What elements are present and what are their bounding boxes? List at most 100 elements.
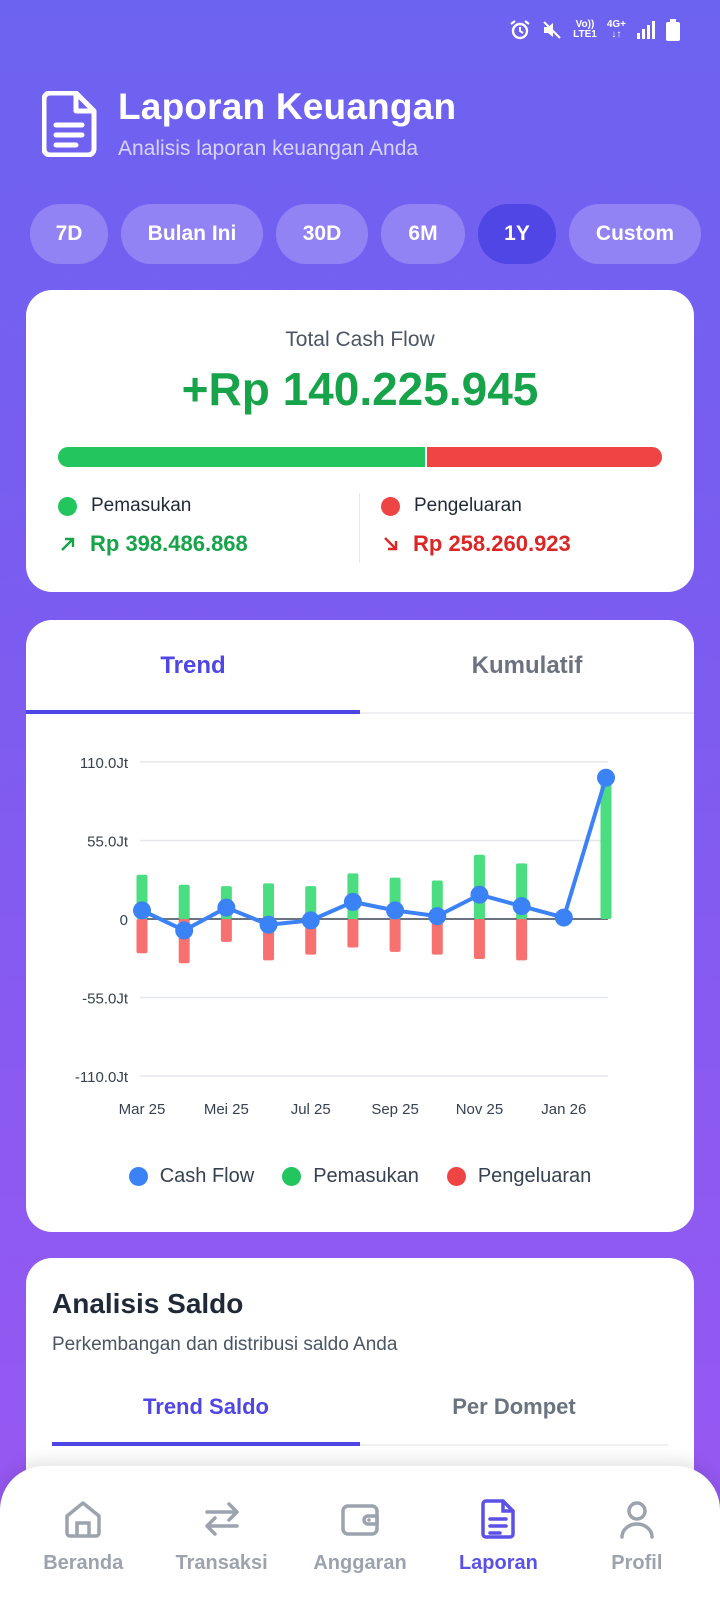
cash-flow-point bbox=[343, 892, 362, 911]
nav-transaksi[interactable]: Transaksi bbox=[152, 1466, 290, 1600]
legend-cash-flow-dot bbox=[128, 1167, 148, 1186]
alarm-icon bbox=[509, 19, 531, 41]
tab-kumulatif[interactable]: Kumulatif bbox=[471, 652, 583, 679]
mute-icon bbox=[541, 19, 563, 41]
income-bar bbox=[263, 883, 275, 919]
x-tick-label: Jan 26 bbox=[541, 1101, 586, 1118]
cash-flow-point bbox=[386, 901, 405, 920]
x-tick-label: Sep 25 bbox=[371, 1101, 419, 1118]
y-tick-label: 0 bbox=[120, 912, 128, 929]
legend-cash-flow[interactable]: Cash Flow bbox=[128, 1165, 254, 1188]
legend-pengeluaran-label: Pengeluaran bbox=[477, 1165, 592, 1187]
chart-card: Trend Kumulatif 110.0Jt 55.0Jt 0 -55.0Jt -11… bbox=[26, 620, 694, 1232]
cash-flow-point bbox=[217, 898, 236, 917]
period-filter: 7D Bulan Ini 30D 6M 1Y Custom bbox=[30, 204, 701, 264]
expense-bar bbox=[473, 919, 485, 959]
saldo-tabs: Trend Saldo Per Dompet bbox=[52, 1370, 668, 1446]
signal-icon bbox=[636, 20, 656, 40]
chip-6m[interactable]: 6M bbox=[381, 204, 465, 264]
document-icon bbox=[42, 91, 97, 157]
x-tick-label: Mar 25 bbox=[119, 1101, 166, 1118]
y-tick-label: -110.0Jt bbox=[75, 1069, 129, 1086]
chart-tabs: Trend Kumulatif bbox=[26, 620, 694, 714]
data-arrows-icon: ↓↑ bbox=[611, 29, 622, 40]
y-tick-label: -55.0Jt bbox=[82, 991, 129, 1008]
income-dot bbox=[58, 496, 77, 516]
chip-30d[interactable]: 30D bbox=[276, 204, 368, 264]
cash-flow-chart: 110.0Jt 55.0Jt 0 -55.0Jt -110.0Jt Mar 25 Mei 2… bbox=[75, 755, 615, 1118]
expense-bar bbox=[431, 919, 443, 955]
network-indicator: 4G+ ↓↑ bbox=[607, 20, 626, 40]
x-tick-label: Nov 25 bbox=[456, 1101, 504, 1118]
legend-pengeluaran-dot bbox=[446, 1167, 466, 1186]
chip-custom[interactable]: Custom bbox=[569, 204, 701, 264]
chip-7d[interactable]: 7D bbox=[30, 204, 108, 264]
tab-trend[interactable]: Trend bbox=[26, 620, 360, 714]
nav-anggaran-label: Anggaran bbox=[313, 1552, 407, 1574]
cash-flow-point bbox=[554, 908, 573, 927]
report-icon bbox=[481, 1499, 516, 1539]
tab-per-dompet[interactable]: Per Dompet bbox=[452, 1394, 576, 1419]
nav-laporan[interactable]: Laporan bbox=[429, 1466, 567, 1600]
summary-divider bbox=[359, 493, 360, 563]
cash-flow-point bbox=[175, 921, 194, 940]
income-label: Pemasukan bbox=[91, 495, 192, 516]
income-bar bbox=[178, 884, 190, 919]
battery-icon bbox=[666, 19, 680, 41]
expense-label: Pengeluaran bbox=[414, 495, 522, 516]
wallet-icon bbox=[341, 1504, 379, 1536]
nav-beranda-label: Beranda bbox=[43, 1552, 124, 1574]
chip-bulan-ini[interactable]: Bulan Ini bbox=[121, 204, 263, 264]
page-subtitle: Analisis laporan keuangan Anda bbox=[118, 137, 419, 160]
expense-bar bbox=[516, 919, 528, 961]
volte-label: Vo)) bbox=[575, 19, 595, 30]
income-summary: Pemasukan Rp 398.486.868 bbox=[58, 495, 248, 557]
nav-anggaran[interactable]: Anggaran bbox=[291, 1466, 429, 1600]
cash-flow-total: +Rp 140.225.945 bbox=[181, 363, 539, 415]
expense-value: Rp 258.260.923 bbox=[413, 531, 571, 556]
page-title: Laporan Keuangan bbox=[118, 86, 457, 127]
nav-beranda[interactable]: Beranda bbox=[14, 1466, 152, 1600]
y-tick-label: 110.0Jt bbox=[80, 755, 129, 772]
legend-pemasukan[interactable]: Pemasukan bbox=[282, 1165, 419, 1188]
saldo-subtitle: Perkembangan dan distribusi saldo Anda bbox=[52, 1334, 398, 1355]
cash-flow-point bbox=[470, 885, 489, 904]
swap-icon bbox=[204, 1502, 239, 1536]
nav-transaksi-label: Transaksi bbox=[175, 1552, 268, 1574]
nav-profil-label: Profil bbox=[611, 1552, 663, 1574]
lte-label: LTE1 bbox=[573, 29, 597, 40]
expense-bar bbox=[389, 919, 401, 952]
tab-trend-saldo[interactable]: Trend Saldo bbox=[52, 1370, 360, 1446]
cash-flow-point bbox=[301, 911, 320, 930]
legend-pemasukan-dot bbox=[282, 1167, 302, 1186]
chip-1y[interactable]: 1Y bbox=[478, 204, 556, 264]
y-tick-label: 55.0Jt bbox=[87, 834, 129, 851]
income-bar bbox=[305, 886, 317, 919]
x-tick-label: Mei 25 bbox=[204, 1101, 249, 1118]
arrow-down-right-icon bbox=[384, 537, 398, 551]
expense-share-fill bbox=[424, 447, 662, 467]
user-icon bbox=[620, 1501, 654, 1539]
expense-bar bbox=[136, 919, 148, 954]
network-label: 4G+ bbox=[606, 19, 626, 30]
income-expense-ratio-bar bbox=[58, 447, 662, 467]
nav-profil[interactable]: Profil bbox=[568, 1466, 706, 1600]
expense-dot bbox=[381, 496, 400, 516]
chart-legend: Cash Flow Pemasukan Pengeluaran bbox=[26, 1165, 694, 1188]
volte-indicator: Vo)) LTE1 bbox=[573, 20, 597, 40]
legend-pemasukan-label: Pemasukan bbox=[313, 1165, 419, 1187]
expense-bar bbox=[220, 919, 232, 942]
cash-flow-point bbox=[259, 915, 278, 934]
status-bar: Vo)) LTE1 4G+ ↓↑ bbox=[509, 16, 680, 44]
nav-laporan-label: Laporan bbox=[458, 1552, 538, 1574]
bottom-navigation: Beranda Transaksi Anggaran Laporan Profi… bbox=[0, 1466, 720, 1600]
cash-flow-point bbox=[597, 768, 615, 787]
cash-flow-card: Total Cash Flow +Rp 140.225.945 Pemasuka… bbox=[26, 290, 694, 592]
cash-flow-line bbox=[141, 777, 608, 933]
cash-flow-point bbox=[512, 897, 531, 916]
arrow-up-right-icon bbox=[61, 537, 75, 551]
page-header: Laporan Keuangan Analisis laporan keuang… bbox=[42, 85, 680, 161]
expense-bar bbox=[347, 919, 359, 948]
legend-pengeluaran[interactable]: Pengeluaran bbox=[446, 1165, 592, 1188]
income-share-fill bbox=[58, 447, 425, 467]
